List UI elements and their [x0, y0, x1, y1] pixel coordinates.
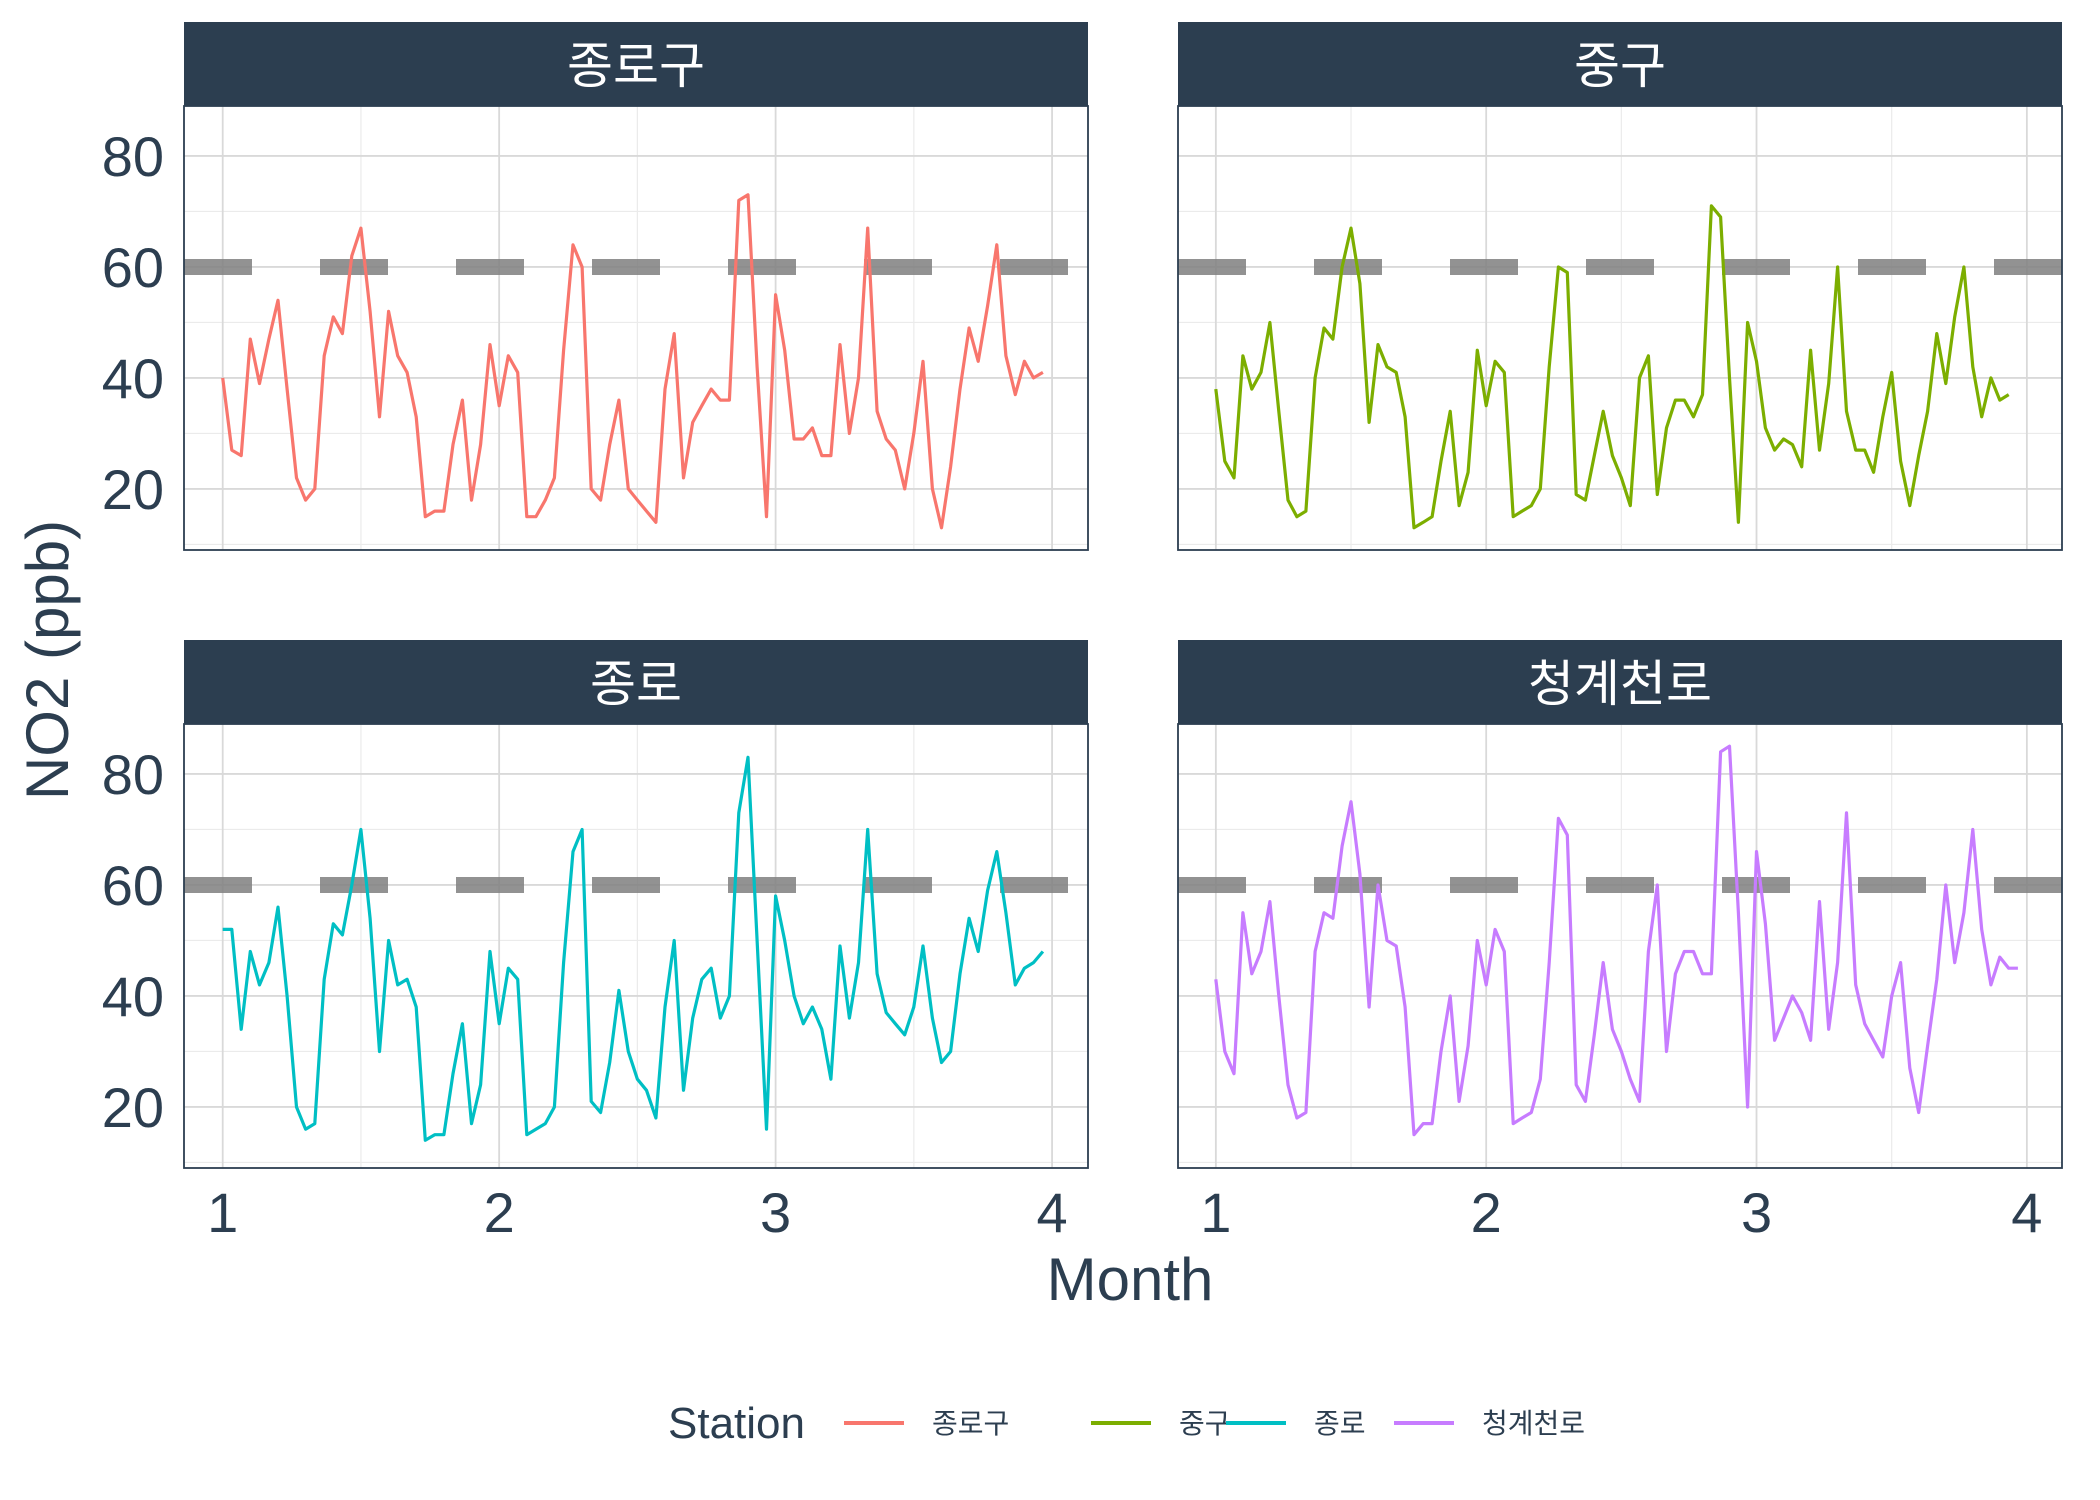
- facet-strip-label: 종로구: [567, 37, 705, 95]
- x-tick-label: 3: [1741, 1181, 1772, 1244]
- y-tick-label: 60: [102, 236, 164, 299]
- x-tick-label: 3: [760, 1181, 791, 1244]
- panel-border: [183, 723, 1089, 1169]
- facet-panel-1: 종로구 20 40 60 80: [102, 22, 1089, 551]
- facet-panel-4: 청계천로 1 2 3 4: [1177, 640, 2063, 1244]
- x-tick-label: 2: [484, 1181, 515, 1244]
- y-tick-label: 20: [102, 458, 164, 521]
- legend-label: 종로: [1314, 1407, 1366, 1440]
- y-axis-title: NO2 (ppb): [14, 520, 81, 800]
- facet-panel-3: 종로 20 40 60 80 1 2 3 4: [102, 640, 1089, 1244]
- facet-panel-2: 중구: [1177, 22, 2063, 551]
- series-line: [1214, 204, 2010, 530]
- x-tick-label: 4: [1036, 1181, 1067, 1244]
- x-tick-label: 4: [2011, 1181, 2042, 1244]
- legend-item: 종로구: [844, 1407, 1009, 1440]
- x-tick-label: 1: [207, 1181, 238, 1244]
- legend-item: 청계천로: [1394, 1407, 1585, 1440]
- legend-item: 종로: [1226, 1407, 1366, 1440]
- legend-items: 종로구 중구 종로 청계천로: [844, 1407, 1585, 1440]
- y-tick-label: 40: [102, 347, 164, 410]
- panel-border: [1177, 723, 2063, 1169]
- facet-strip-label: 청계천로: [1528, 655, 1712, 713]
- facet-strip: [184, 640, 1088, 724]
- y-tick-label: 80: [102, 743, 164, 806]
- facet-strip: [184, 22, 1088, 106]
- legend-label: 청계천로: [1482, 1407, 1585, 1440]
- legend-label: 종로구: [932, 1407, 1009, 1440]
- facet-strip-label: 중구: [1574, 37, 1666, 95]
- legend-title: Station: [668, 1399, 805, 1448]
- x-tick-label: 1: [1200, 1181, 1231, 1244]
- series-line: [222, 755, 1045, 1142]
- panel-border: [183, 105, 1089, 551]
- series-line: [1214, 744, 2018, 1137]
- y-tick-label: 20: [102, 1076, 164, 1139]
- y-tick-label: 60: [102, 854, 164, 917]
- y-tick-label: 80: [102, 125, 164, 188]
- facet-strip: [1178, 640, 2062, 724]
- panel-border: [1177, 105, 2063, 551]
- y-tick-label: 40: [102, 965, 164, 1028]
- series-line: [221, 193, 1044, 530]
- legend: Station 종로구 중구 종로 청계천로: [668, 1399, 1585, 1448]
- facet-strip-label: 종로: [590, 655, 682, 713]
- legend-label: 중구: [1179, 1407, 1231, 1440]
- x-tick-label: 2: [1471, 1181, 1502, 1244]
- legend-item: 중구: [1091, 1407, 1231, 1440]
- facet-strip: [1178, 22, 2062, 106]
- x-axis-title: Month: [1047, 1246, 1214, 1313]
